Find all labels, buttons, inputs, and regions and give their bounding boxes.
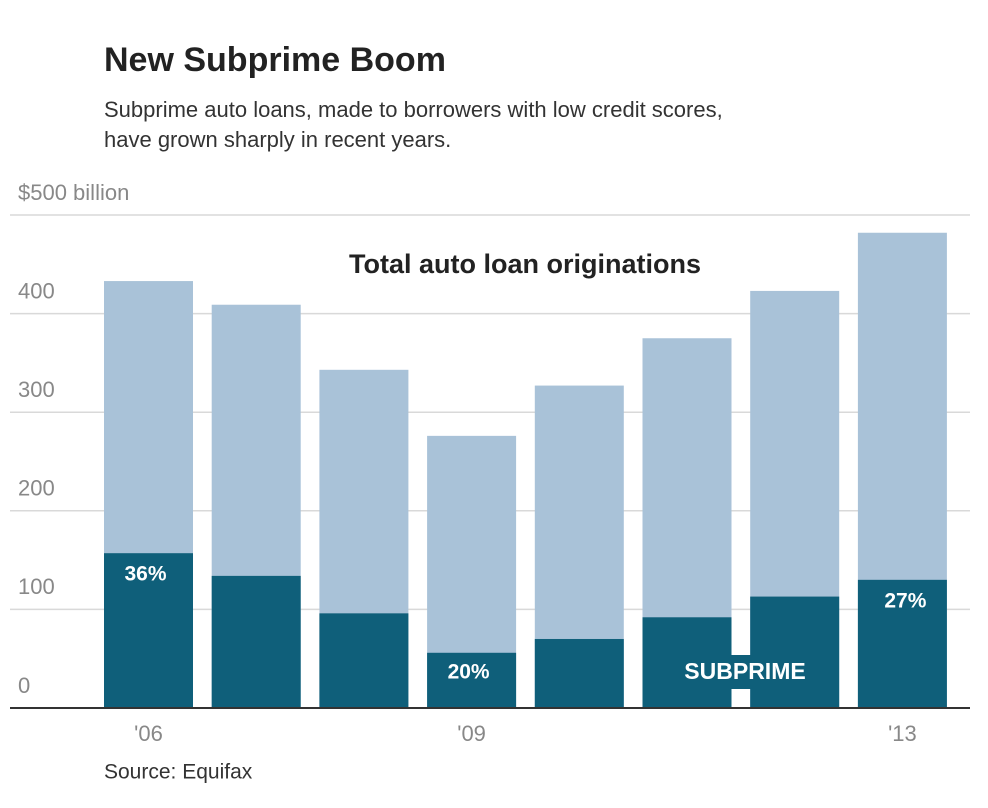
bar (534, 638, 624, 708)
y-tick-label: 400 (18, 278, 55, 303)
bar (211, 575, 301, 708)
bar (750, 596, 840, 708)
series-label: Total auto loan originations (349, 249, 701, 279)
subtitle: Subprime auto loans, made to borrowers w… (104, 97, 723, 122)
share-label: 20% (448, 660, 490, 683)
y-tick-label: 100 (18, 574, 55, 599)
label-bg (672, 655, 818, 689)
bar (857, 579, 947, 708)
y-tick-label: 0 (18, 673, 30, 698)
series-label: SUBPRIME (684, 658, 805, 684)
share-label: 27% (884, 589, 926, 612)
subtitle: have grown sharply in recent years. (104, 127, 451, 152)
x-tick-label: '09 (457, 721, 486, 746)
y-tick-label: $500 billion (18, 180, 129, 205)
chart-title: New Subprime Boom (104, 41, 446, 79)
bar (427, 652, 517, 708)
source: Source: Equifax (104, 761, 253, 784)
x-tick-label: '13 (888, 721, 917, 746)
y-tick-label: 200 (18, 476, 55, 501)
bar (104, 553, 193, 708)
y-tick-label: 300 (18, 377, 55, 402)
x-tick-label: '06 (134, 721, 163, 746)
bar (319, 613, 409, 708)
share-label: 36% (124, 563, 166, 586)
